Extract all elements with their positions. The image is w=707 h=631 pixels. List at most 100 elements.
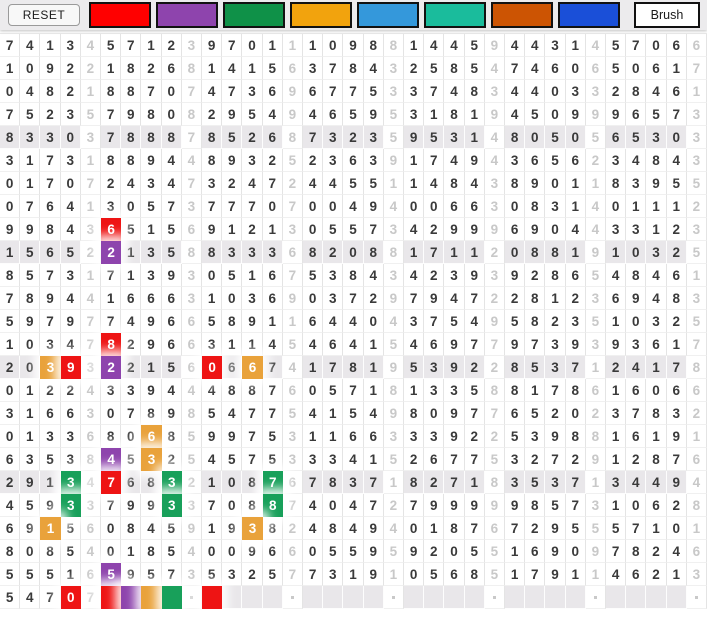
grid-cell[interactable]: 2 (282, 517, 303, 540)
grid-cell[interactable]: 3 (383, 57, 404, 80)
grid-cell[interactable]: 7 (262, 379, 283, 402)
grid-cell[interactable]: 9 (606, 333, 627, 356)
grid-cell[interactable]: 1 (121, 540, 142, 563)
grid-cell[interactable]: 3 (404, 80, 425, 103)
grid-cell[interactable]: 3 (181, 287, 202, 310)
grid-cell[interactable]: 8 (525, 287, 546, 310)
grid-cell[interactable]: 9 (282, 103, 303, 126)
grid-cell[interactable]: 5 (626, 126, 647, 149)
grid-cell[interactable]: 3 (80, 402, 101, 425)
grid-cell[interactable]: 5 (60, 241, 81, 264)
grid-cell[interactable]: 5 (222, 264, 243, 287)
grid-cell[interactable]: 3 (383, 218, 404, 241)
grid-cell[interactable]: 0 (626, 310, 647, 333)
grid-cell[interactable]: 8 (343, 264, 364, 287)
grid-cell[interactable]: 9 (40, 494, 61, 517)
grid-cell[interactable]: 5 (161, 540, 182, 563)
grid-cell[interactable]: 4 (80, 287, 101, 310)
grid-cell[interactable]: 6 (666, 80, 687, 103)
grid-cell[interactable] (646, 586, 667, 609)
grid-cell[interactable]: 3 (666, 402, 687, 425)
grid-cell[interactable]: 3 (545, 34, 566, 57)
grid-cell[interactable]: 9 (141, 310, 162, 333)
grid-cell[interactable]: 6 (121, 287, 142, 310)
grid-cell[interactable]: 9 (60, 310, 81, 333)
grid-cell[interactable]: 9 (565, 333, 586, 356)
grid-cell[interactable]: 4 (383, 517, 404, 540)
grid-cell[interactable]: 4 (383, 310, 404, 333)
grid-cell[interactable]: 5 (525, 471, 546, 494)
grid-cell[interactable]: 7 (343, 379, 364, 402)
grid-cell[interactable]: 9 (545, 425, 566, 448)
grid-cell[interactable]: 2 (242, 218, 263, 241)
grid-cell[interactable]: 0 (545, 218, 566, 241)
grid-cell[interactable]: 3 (545, 195, 566, 218)
grid-cell[interactable]: 8 (646, 448, 667, 471)
grid-cell[interactable]: 3 (323, 287, 344, 310)
grid-cell[interactable]: 8 (545, 241, 566, 264)
grid-cell[interactable]: 6 (343, 425, 364, 448)
grid-cell[interactable]: 4 (343, 517, 364, 540)
grid-cell[interactable]: 0 (222, 494, 243, 517)
grid-cell[interactable]: 3 (141, 264, 162, 287)
grid-cell[interactable]: 4 (343, 310, 364, 333)
grid-cell[interactable]: 7 (565, 471, 586, 494)
grid-cell-green[interactable]: 7 (262, 471, 283, 494)
grid-cell[interactable]: 8 (181, 103, 202, 126)
grid-cell[interactable]: 5 (545, 149, 566, 172)
grid-cell[interactable]: 7 (262, 172, 283, 195)
grid-cell[interactable]: 7 (464, 402, 485, 425)
grid-cell[interactable]: 2 (606, 356, 627, 379)
grid-cell[interactable] (525, 586, 546, 609)
grid-cell[interactable]: 8 (242, 471, 263, 494)
grid-cell[interactable]: 5 (121, 448, 142, 471)
grid-cell[interactable]: 2 (464, 356, 485, 379)
grid-cell[interactable]: 9 (363, 540, 384, 563)
grid-cell[interactable]: 1 (20, 402, 41, 425)
grid-cell[interactable]: 0 (0, 172, 21, 195)
grid-cell[interactable]: 8 (444, 517, 465, 540)
grid-cell[interactable]: 3 (242, 80, 263, 103)
grid-cell[interactable]: 0 (404, 195, 425, 218)
grid-cell[interactable]: 5 (121, 218, 142, 241)
grid-cell[interactable]: 8 (121, 149, 142, 172)
grid-cell[interactable]: 3 (60, 34, 81, 57)
grid-cell[interactable]: 5 (202, 402, 223, 425)
grid-cell[interactable]: 4 (666, 149, 687, 172)
grid-cell[interactable]: 1 (565, 563, 586, 586)
grid-cell[interactable]: 5 (585, 517, 606, 540)
grid-cell[interactable]: 9 (464, 218, 485, 241)
grid-cell[interactable]: 8 (525, 310, 546, 333)
grid-cell[interactable]: 4 (363, 402, 384, 425)
grid-cell[interactable]: 7 (323, 80, 344, 103)
grid-cell[interactable]: 2 (80, 241, 101, 264)
grid-cell[interactable]: 3 (404, 103, 425, 126)
grid-cell[interactable]: 2 (545, 310, 566, 333)
grid-cell[interactable]: 0 (202, 540, 223, 563)
grid-cell[interactable]: 8 (404, 402, 425, 425)
grid-cell[interactable]: 4 (303, 172, 324, 195)
grid-cell[interactable]: 6 (262, 264, 283, 287)
grid-cell[interactable]: 1 (0, 241, 21, 264)
grid-cell[interactable]: 4 (424, 34, 445, 57)
grid-cell[interactable]: 4 (20, 80, 41, 103)
grid-cell[interactable] (484, 586, 505, 609)
grid-cell[interactable]: 0 (545, 172, 566, 195)
grid-cell[interactable]: 7 (666, 356, 687, 379)
grid-cell[interactable]: 2 (0, 471, 21, 494)
grid-cell[interactable]: 7 (141, 80, 162, 103)
grid-cell[interactable]: 9 (383, 149, 404, 172)
grid-cell[interactable]: 2 (424, 471, 445, 494)
grid-cell[interactable]: 4 (444, 149, 465, 172)
grid-cell[interactable]: 7 (282, 563, 303, 586)
grid-cell[interactable]: 5 (525, 402, 546, 425)
grid-cell[interactable]: 5 (606, 57, 627, 80)
grid-cell[interactable]: 1 (686, 425, 707, 448)
grid-cell[interactable]: 1 (222, 333, 243, 356)
grid-cell[interactable]: 2 (565, 448, 586, 471)
grid-cell[interactable]: 3 (282, 425, 303, 448)
grid-cell[interactable]: 2 (303, 149, 324, 172)
grid-cell[interactable]: 5 (686, 172, 707, 195)
grid-cell[interactable]: 3 (80, 218, 101, 241)
grid-cell[interactable]: 7 (424, 80, 445, 103)
